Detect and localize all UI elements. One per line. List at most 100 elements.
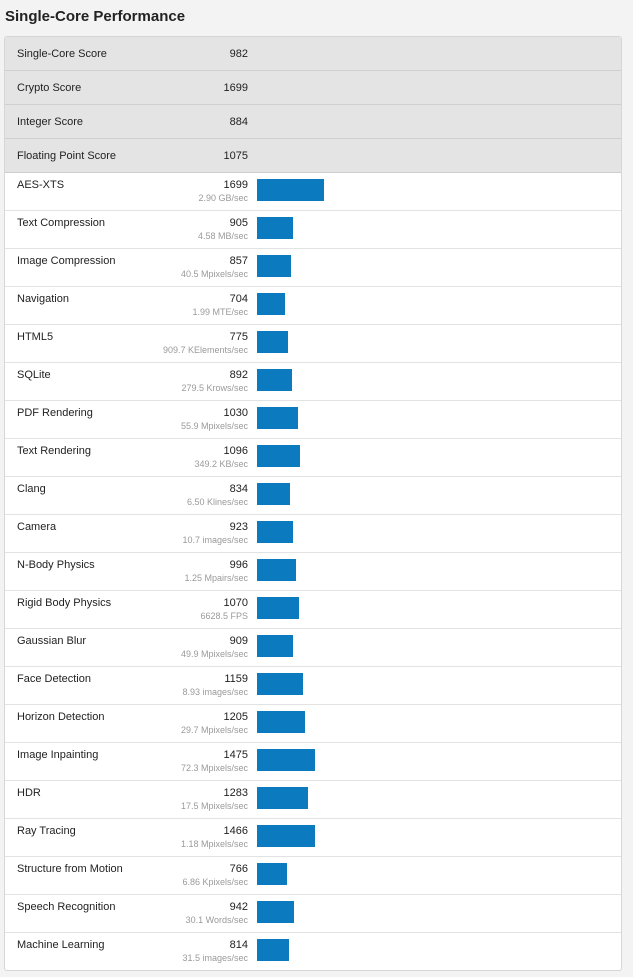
page-title: Single-Core Performance	[5, 8, 186, 25]
benchmark-rate: 49.9 Mpixels/sec	[180, 649, 248, 659]
benchmark-rate: 4.58 MB/sec	[197, 231, 248, 241]
benchmark-name: Text Compression	[17, 217, 106, 229]
summary-row: Integer Score 884	[5, 105, 621, 139]
score-bar	[257, 445, 300, 467]
benchmark-name: N-Body Physics	[17, 559, 95, 571]
score-bar	[257, 787, 308, 809]
benchmark-rate: 6.86 Kpixels/sec	[182, 877, 248, 887]
benchmark-row: Text Compression 905 4.58 MB/sec	[5, 211, 621, 249]
summary-score: 884	[229, 116, 248, 128]
score-bar	[257, 217, 293, 239]
benchmark-row: HDR 1283 17.5 Mpixels/sec	[5, 781, 621, 819]
benchmark-rate: 2.90 GB/sec	[198, 193, 248, 203]
benchmark-row: AES-XTS 1699 2.90 GB/sec	[5, 173, 621, 211]
benchmark-rate: 31.5 images/sec	[182, 953, 248, 963]
benchmark-section: AES-XTS 1699 2.90 GB/sec Text Compression 90…	[5, 173, 621, 970]
benchmark-score: 996	[229, 559, 248, 571]
score-bar	[257, 749, 315, 771]
benchmark-name: Image Compression	[17, 255, 116, 267]
benchmark-score: 1159	[224, 673, 248, 685]
score-bar	[257, 901, 294, 923]
summary-score: 982	[229, 48, 248, 60]
summary-label: Crypto Score	[17, 82, 82, 94]
benchmark-name: Navigation	[17, 293, 69, 305]
benchmark-score: 905	[229, 217, 248, 229]
benchmark-score: 923	[229, 521, 248, 533]
benchmark-name: HTML5	[17, 331, 54, 343]
score-bar	[257, 825, 315, 847]
score-bar	[257, 331, 288, 353]
benchmark-rate: 40.5 Mpixels/sec	[180, 269, 248, 279]
benchmark-rate: 909.7 KElements/sec	[162, 345, 248, 355]
benchmark-name: Clang	[17, 483, 46, 495]
summary-score: 1699	[223, 82, 248, 94]
benchmark-name: Structure from Motion	[17, 863, 123, 875]
benchmark-row: Face Detection 1159 8.93 images/sec	[5, 667, 621, 705]
summary-row: Single-Core Score 982	[5, 37, 621, 71]
benchmark-name: Text Rendering	[17, 445, 91, 457]
benchmark-row: Rigid Body Physics 1070 6628.5 FPS	[5, 591, 621, 629]
benchmark-row: HTML5 775 909.7 KElements/sec	[5, 325, 621, 363]
benchmark-name: AES-XTS	[17, 179, 65, 191]
score-bar	[257, 635, 293, 657]
summary-row: Floating Point Score 1075	[5, 139, 621, 173]
benchmark-rate: 29.7 Mpixels/sec	[180, 725, 248, 735]
benchmark-row: Horizon Detection 1205 29.7 Mpixels/sec	[5, 705, 621, 743]
score-bar	[257, 597, 299, 619]
benchmark-name: HDR	[17, 787, 41, 799]
benchmark-rate: 1.25 Mpairs/sec	[184, 573, 248, 583]
score-bar	[257, 483, 290, 505]
benchmark-name: Ray Tracing	[17, 825, 76, 837]
benchmark-rate: 10.7 images/sec	[182, 535, 248, 545]
benchmark-row: N-Body Physics 996 1.25 Mpairs/sec	[5, 553, 621, 591]
results-table: Single-Core Score 982 Crypto Score 1699 Inte…	[4, 36, 622, 971]
benchmark-score: 1030	[223, 407, 248, 419]
benchmark-rate: 279.5 Krows/sec	[181, 383, 248, 393]
benchmark-rate: 8.93 images/sec	[182, 687, 248, 697]
benchmark-score: 892	[229, 369, 248, 381]
benchmark-row: PDF Rendering 1030 55.9 Mpixels/sec	[5, 401, 621, 439]
benchmark-name: Speech Recognition	[17, 901, 116, 913]
benchmark-name: Rigid Body Physics	[17, 597, 112, 609]
score-bar	[257, 863, 287, 885]
benchmark-name: Image Inpainting	[17, 749, 99, 761]
score-bar	[257, 939, 289, 961]
benchmark-score: 1699	[223, 179, 248, 191]
benchmark-score: 1096	[223, 445, 248, 457]
benchmark-row: Ray Tracing 1466 1.18 Mpixels/sec	[5, 819, 621, 857]
score-bar	[257, 711, 305, 733]
benchmark-row: Speech Recognition 942 30.1 Words/sec	[5, 895, 621, 933]
score-bar	[257, 179, 324, 201]
score-bar	[257, 369, 292, 391]
benchmark-rate: 1.99 MTE/sec	[192, 307, 248, 317]
benchmark-score: 775	[229, 331, 248, 343]
benchmark-rate: 349.2 KB/sec	[194, 459, 248, 469]
benchmark-score: 814	[229, 939, 248, 951]
score-bar	[257, 521, 293, 543]
score-bar	[257, 293, 285, 315]
benchmark-score: 1466	[223, 825, 248, 837]
benchmark-row: Camera 923 10.7 images/sec	[5, 515, 621, 553]
summary-label: Single-Core Score	[17, 48, 107, 60]
summary-section: Single-Core Score 982 Crypto Score 1699 Inte…	[5, 37, 621, 173]
benchmark-score: 834	[229, 483, 248, 495]
benchmark-rate: 6.50 Klines/sec	[186, 497, 248, 507]
summary-label: Floating Point Score	[17, 150, 117, 162]
benchmark-name: Horizon Detection	[17, 711, 105, 723]
benchmark-row: Machine Learning 814 31.5 images/sec	[5, 933, 621, 970]
benchmark-row: Clang 834 6.50 Klines/sec	[5, 477, 621, 515]
benchmark-row: Structure from Motion 766 6.86 Kpixels/sec	[5, 857, 621, 895]
benchmark-row: SQLite 892 279.5 Krows/sec	[5, 363, 621, 401]
benchmark-rate: 72.3 Mpixels/sec	[180, 763, 248, 773]
benchmark-score: 766	[229, 863, 248, 875]
summary-row: Crypto Score 1699	[5, 71, 621, 105]
benchmark-score: 1283	[223, 787, 248, 799]
score-bar	[257, 559, 296, 581]
benchmark-row: Text Rendering 1096 349.2 KB/sec	[5, 439, 621, 477]
score-bar	[257, 407, 298, 429]
benchmark-score: 1205	[223, 711, 248, 723]
benchmark-score: 942	[229, 901, 248, 913]
benchmark-rate: 1.18 Mpixels/sec	[180, 839, 248, 849]
benchmark-row: Navigation 704 1.99 MTE/sec	[5, 287, 621, 325]
benchmark-score: 909	[229, 635, 248, 647]
